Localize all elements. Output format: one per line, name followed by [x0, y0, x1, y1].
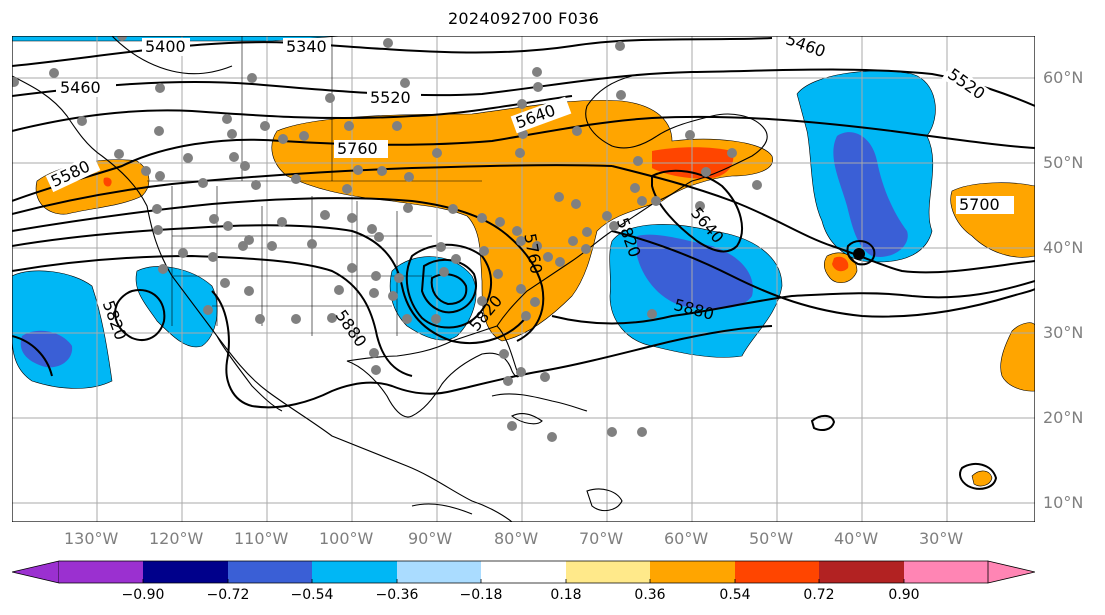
map-title: 2024092700 F036 — [447, 9, 600, 28]
lat-label: 60°N — [1043, 68, 1084, 87]
colorbar — [12, 560, 1035, 584]
contour-label: 5460 — [60, 78, 101, 97]
colorbar-segment — [650, 561, 735, 583]
contour-label: 5760 — [337, 139, 378, 158]
colorbar-segment — [228, 561, 312, 583]
colorbar-tick-label: 0.54 — [719, 587, 751, 603]
lon-label: 100°W — [319, 529, 374, 548]
colorbar-segment — [566, 561, 650, 583]
colorbar-segment — [819, 561, 904, 583]
colorbar-tick-label: −0.54 — [290, 587, 334, 603]
colorbar-segment — [143, 561, 228, 583]
lat-label: 50°N — [1043, 153, 1084, 172]
colorbar-segment — [481, 561, 566, 583]
lon-label: 30°W — [919, 529, 964, 548]
lon-label: 120°W — [149, 529, 204, 548]
lat-label: 20°N — [1043, 408, 1084, 427]
colorbar-segment — [59, 561, 143, 583]
lon-label: 40°W — [834, 529, 879, 548]
lon-label: 80°W — [494, 529, 539, 548]
lon-label: 110°W — [234, 529, 289, 548]
lon-label: 50°W — [749, 529, 794, 548]
lat-label: 10°N — [1043, 493, 1084, 512]
contour-label: 5700 — [959, 195, 1000, 214]
colorbar-segment — [12, 560, 60, 584]
station-dots — [12, 36, 762, 442]
height-contours — [12, 37, 1035, 490]
contour-label: 5520 — [370, 88, 411, 107]
strong-negative-shading — [20, 132, 908, 368]
lon-label: 90°W — [408, 529, 453, 548]
lon-label: 70°W — [579, 529, 624, 548]
colorbar-tick-label: 0.90 — [888, 587, 920, 603]
colorbar-segment — [735, 561, 819, 583]
lon-label: 60°W — [664, 529, 709, 548]
colorbar-tick-label: 0.72 — [803, 587, 835, 603]
contour-label: 5340 — [286, 37, 327, 56]
lon-label: 130°W — [64, 529, 119, 548]
colorbar-tick-label: −0.90 — [121, 587, 165, 603]
map-panel: 5400 5340 5460 5520 5580 5640 5760 5700 … — [12, 36, 1035, 522]
colorbar-segment — [397, 561, 481, 583]
lat-label: 30°N — [1043, 323, 1084, 342]
low-center-marker — [853, 248, 865, 260]
colorbar-segment — [904, 561, 988, 583]
colorbar-tick-label: 0.36 — [634, 587, 666, 603]
colorbar-segment — [312, 561, 397, 583]
colorbar-segment — [987, 560, 1035, 584]
colorbar-tick-label: −0.18 — [459, 587, 503, 603]
contour-label: 5400 — [145, 37, 186, 56]
colorbar-tick-label: −0.72 — [206, 587, 250, 603]
lat-label: 40°N — [1043, 238, 1084, 257]
colorbar-tick-label: −0.36 — [375, 587, 419, 603]
colorbar-tick-label: 0.18 — [550, 587, 582, 603]
